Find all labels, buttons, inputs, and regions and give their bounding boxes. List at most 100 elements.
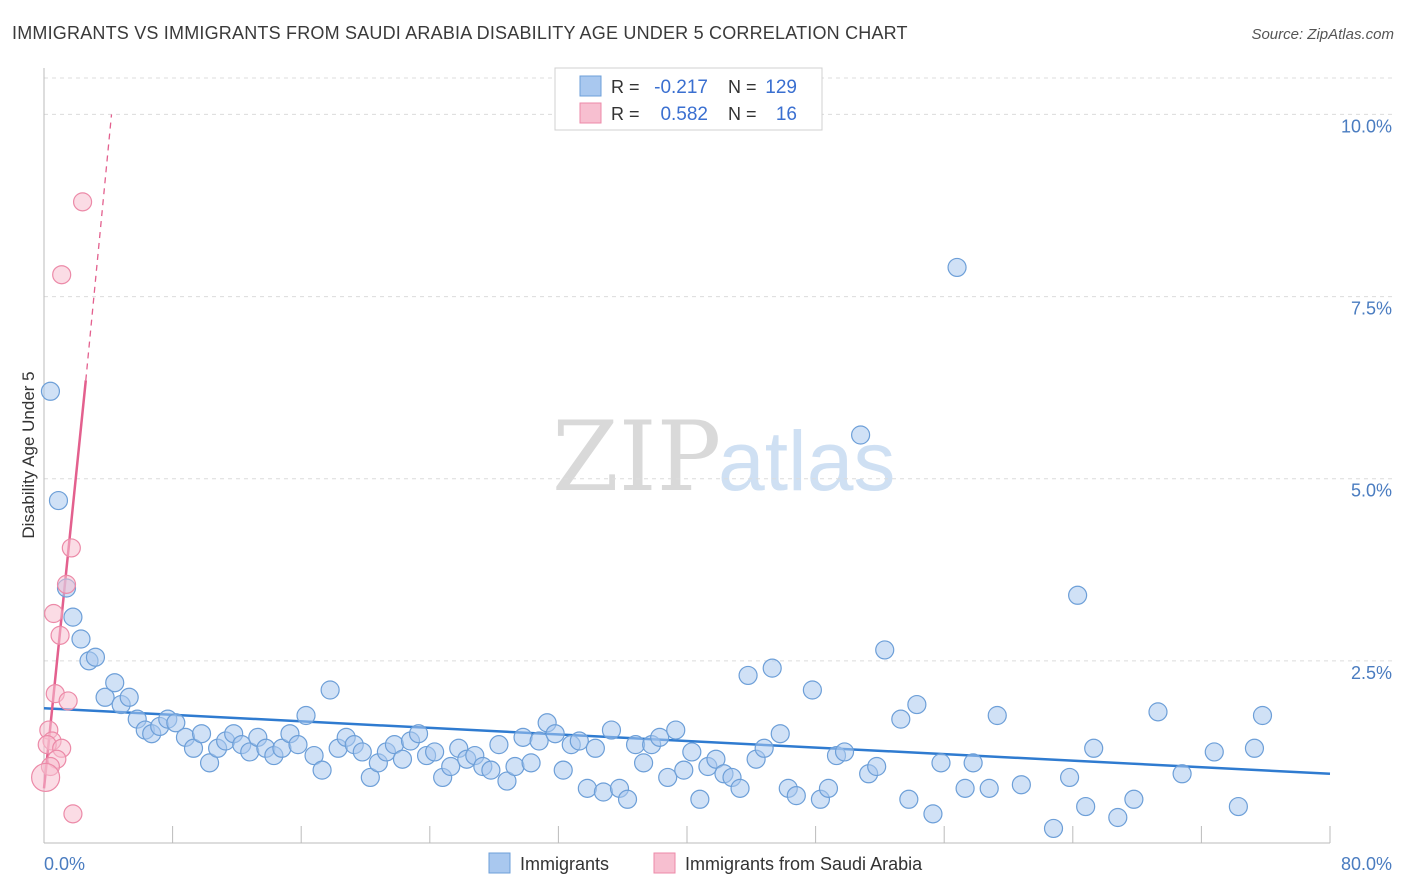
immigrants-point-124 [1228, 796, 1248, 817]
immigrants-point-110 [963, 753, 983, 773]
immigrants-point-31 [288, 735, 308, 755]
series-legend-swatch-saudi [653, 852, 676, 874]
immigrants-point-66 [569, 731, 589, 751]
immigrants-point-33 [304, 745, 324, 766]
immigrants-point-40 [360, 767, 380, 788]
legend-swatch-immigrants [579, 75, 602, 97]
immigrants-point-8 [105, 673, 125, 693]
immigrants-point-48 [425, 742, 445, 762]
immigrants-point-90 [762, 658, 782, 678]
saudi-point-4 [44, 603, 64, 624]
immigrants-point-94 [802, 680, 822, 700]
immigrants-point-4 [71, 629, 91, 649]
y-tick-label-2: 7.5% [1351, 299, 1392, 319]
immigrants-point-111 [979, 778, 999, 798]
saudi-point-3 [56, 574, 77, 594]
immigrants-point-126 [1252, 705, 1273, 726]
legend-n-label-immigrants: N = [728, 77, 757, 97]
x-tick-label-min: 0.0% [44, 854, 85, 874]
immigrants-point-1 [48, 490, 69, 511]
immigrants-point-6 [85, 647, 106, 667]
immigrants-point-39 [352, 742, 372, 762]
legend-r-value-immigrants: -0.217 [654, 77, 708, 98]
immigrants-points [40, 257, 1273, 839]
immigrants-point-72 [617, 789, 638, 809]
y-tick-label-3: 10.0% [1341, 116, 1392, 136]
x-tick-label-max: 80.0% [1341, 854, 1392, 874]
series-legend: Immigrants Immigrants from Saudi Arabia [488, 852, 923, 874]
immigrants-point-123 [1204, 742, 1224, 762]
stats-legend: R = -0.217 N = 129 R = 0.582 N = 16 [554, 67, 823, 131]
saudi-point-5 [50, 625, 70, 645]
immigrants-point-99 [851, 425, 871, 445]
saudi-point-2 [61, 538, 81, 558]
immigrants-point-89 [754, 738, 774, 758]
saudi-points [31, 192, 93, 824]
immigrants-point-60 [521, 753, 541, 773]
immigrants-point-108 [947, 257, 967, 278]
immigrants-point-114 [1043, 818, 1064, 839]
immigrants-point-121 [1148, 702, 1168, 722]
immigrants-point-69 [593, 782, 614, 802]
y-tick-labels: 2.5% 5.0% 7.5% 10.0% [1341, 116, 1392, 682]
immigrants-point-76 [650, 727, 670, 747]
immigrants-point-10 [119, 687, 139, 707]
immigrants-point-115 [1059, 767, 1080, 788]
chart-title: IMMIGRANTS VS IMMIGRANTS FROM SAUDI ARAB… [12, 23, 908, 43]
immigrants-point-86 [730, 778, 750, 798]
immigrants-point-70 [601, 720, 622, 740]
immigrants-point-34 [312, 760, 332, 780]
y-axis-label: Disability Age Under 5 [19, 371, 38, 538]
immigrants-point-116 [1068, 585, 1088, 605]
immigrants-point-19 [191, 724, 212, 744]
immigrants-point-50 [441, 756, 461, 777]
immigrants-point-106 [923, 804, 943, 824]
immigrants-point-104 [899, 789, 919, 809]
immigrants-point-113 [1011, 775, 1031, 795]
series-legend-swatch-immigrants [488, 852, 511, 874]
legend-r-value-saudi: 0.582 [660, 104, 708, 125]
immigrants-point-63 [545, 724, 565, 744]
immigrants-point-46 [408, 724, 429, 744]
immigrants-trend-line [43, 706, 1331, 776]
saudi-point-0 [72, 192, 93, 212]
watermark-zip: ZIP [552, 401, 721, 513]
saudi-point-7 [58, 691, 78, 711]
watermark: ZIP atlas [552, 401, 895, 513]
immigrants-point-16 [166, 713, 186, 733]
immigrants-point-79 [674, 760, 694, 780]
immigrants-point-101 [867, 756, 887, 777]
immigrants-point-98 [834, 742, 855, 762]
immigrants-point-67 [577, 778, 597, 798]
gridlines [44, 77, 1392, 662]
immigrants-point-74 [633, 753, 654, 773]
immigrants-point-64 [553, 760, 573, 780]
immigrants-point-44 [392, 749, 413, 769]
immigrants-point-96 [818, 778, 839, 798]
legend-r-label-immigrants: R = [611, 77, 640, 97]
immigrants-point-103 [891, 709, 911, 729]
series-legend-label-saudi: Immigrants from Saudi Arabia [685, 854, 923, 874]
immigrants-point-91 [770, 724, 790, 744]
saudi-point-14 [31, 762, 61, 793]
immigrants-point-35 [320, 680, 340, 700]
immigrants-point-0 [40, 381, 61, 401]
immigrants-point-109 [955, 778, 975, 798]
y-tick-label-0: 2.5% [1351, 663, 1392, 683]
immigrants-point-120 [1124, 789, 1144, 809]
immigrants-point-112 [987, 705, 1007, 726]
immigrants-point-58 [505, 756, 525, 777]
immigrants-point-102 [875, 640, 895, 660]
legend-r-label-saudi: R = [611, 104, 640, 124]
immigrants-point-57 [497, 771, 517, 791]
immigrants-point-83 [706, 749, 726, 769]
immigrants-point-18 [183, 738, 204, 758]
immigrants-point-73 [625, 735, 646, 755]
legend-n-value-immigrants: 129 [765, 77, 797, 98]
immigrants-point-61 [529, 731, 549, 751]
saudi-point-1 [52, 265, 72, 285]
immigrants-point-7 [95, 687, 115, 707]
immigrants-point-32 [296, 705, 316, 726]
immigrants-point-56 [489, 735, 509, 755]
